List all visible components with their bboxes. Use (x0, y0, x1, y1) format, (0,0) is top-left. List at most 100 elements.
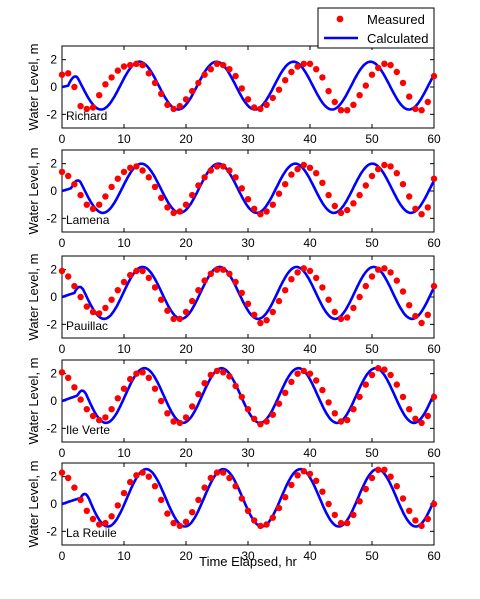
measured-point (139, 167, 146, 174)
measured-point (406, 406, 413, 413)
measured-point (102, 304, 109, 312)
measured-point (139, 369, 146, 376)
x-tick-label: 0 (59, 132, 66, 146)
measured-point (182, 96, 190, 103)
measured-point (133, 472, 140, 479)
station-label: Pauillac (66, 319, 108, 333)
calculated-line (62, 162, 434, 215)
measured-point (120, 385, 128, 392)
measured-point (406, 193, 413, 200)
measured-point (387, 473, 394, 480)
x-tick-label: 60 (427, 549, 441, 563)
measured-point (313, 477, 320, 484)
measured-point (133, 163, 140, 170)
measured-point (220, 469, 227, 476)
measured-point (71, 181, 78, 188)
measured-point (368, 172, 376, 180)
measured-point (251, 205, 258, 212)
measured-point (244, 406, 252, 413)
measured-point (189, 297, 196, 305)
measured-point (362, 82, 369, 89)
measured-point (263, 208, 270, 215)
measured-point (381, 366, 388, 373)
y-axis-label: Water Level, m (26, 44, 41, 131)
measured-point (207, 66, 214, 73)
measured-point (331, 308, 338, 316)
measured-point (71, 83, 78, 91)
x-tick-label: 40 (303, 342, 317, 356)
measured-point (362, 282, 369, 290)
measured-point (83, 303, 91, 310)
measured-point (356, 92, 363, 99)
x-tick-label: 0 (59, 446, 66, 460)
measured-point (58, 267, 66, 275)
x-tick-label: 60 (427, 446, 441, 460)
measured-point (375, 165, 382, 173)
legend: Measured Calculated (317, 7, 435, 49)
y-tick-label: -2 (46, 107, 57, 121)
measured-point (238, 185, 245, 192)
measured-point (83, 406, 91, 413)
y-axis-label: Water Level, m (26, 148, 41, 235)
measured-point (238, 85, 245, 92)
calculated-line (62, 265, 434, 321)
measured-point (139, 61, 146, 69)
measured-point (387, 61, 394, 69)
y-axis-label: Water Level, m (26, 358, 41, 445)
measured-point (232, 483, 239, 490)
measured-point (381, 161, 388, 169)
measured-point (350, 200, 357, 207)
measured-point (170, 418, 177, 425)
calculated-line (62, 60, 434, 111)
measured-point (368, 474, 376, 482)
measured-point (362, 485, 369, 493)
measured-point (232, 174, 239, 181)
measured-point (96, 521, 103, 528)
measured-point (164, 204, 171, 211)
measured-point (424, 412, 431, 420)
measured-point (393, 381, 400, 388)
y-tick-label: -2 (46, 421, 57, 435)
measured-point (399, 181, 407, 188)
measured-point (127, 61, 134, 69)
x-tick-label: 0 (59, 342, 66, 356)
measured-point (362, 182, 369, 189)
y-tick-label: 2 (50, 470, 57, 484)
measured-point (238, 393, 245, 401)
legend-box (317, 7, 435, 49)
measured-point (170, 519, 177, 527)
measured-point (275, 400, 283, 407)
measured-point (263, 101, 270, 109)
measured-point (399, 495, 407, 502)
measured-point (83, 507, 91, 514)
measured-point (356, 191, 363, 199)
measured-point (313, 274, 320, 282)
x-tick-label: 10 (117, 132, 131, 146)
measured-point (108, 406, 115, 413)
measured-point (195, 287, 202, 294)
y-tick-label: -2 (46, 317, 57, 331)
measured-point (207, 270, 214, 277)
measured-point (189, 403, 196, 410)
measured-point (350, 101, 357, 109)
measured-point (244, 507, 252, 514)
measured-point (368, 371, 376, 379)
measured-point (418, 319, 425, 327)
measured-point (263, 521, 270, 528)
measured-point (108, 74, 115, 81)
measured-point (151, 385, 159, 392)
measured-point (337, 209, 345, 217)
measured-point (176, 522, 183, 530)
x-tick-label: 20 (179, 549, 193, 563)
measured-point (65, 273, 72, 280)
measured-point (424, 204, 431, 211)
x-tick-label: 30 (241, 236, 255, 250)
measured-point (313, 377, 320, 384)
measured-point (375, 466, 382, 473)
measured-point (151, 284, 159, 291)
measured-point (288, 171, 295, 178)
measured-point (300, 60, 307, 67)
measured-point (331, 410, 338, 417)
